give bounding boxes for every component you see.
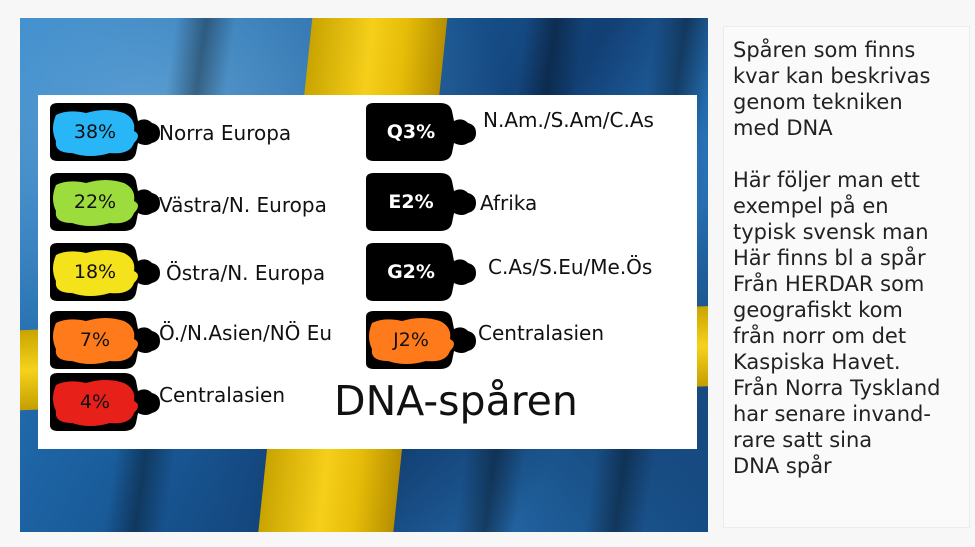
bottle-percent: 22% [73, 191, 117, 213]
dna-panel: 38% Norra Europa 22% Västra/N. Europa 18… [38, 95, 697, 449]
paint-splash [53, 318, 138, 364]
bottle-silhouette [366, 173, 476, 231]
region-label: N.Am./S.Am/C.As [483, 108, 654, 132]
bottle-left-3: 18% [46, 241, 164, 303]
panel-title: DNA-spåren [334, 377, 578, 425]
side-text-box: Spåren som finns kvar kan beskrivas geno… [723, 26, 970, 528]
bottle-percent: J2% [393, 329, 429, 351]
paint-splash [53, 380, 138, 426]
bottle-percent: Q3% [386, 121, 436, 143]
bottle-right-2: E2% [362, 171, 480, 233]
region-label: C.As/S.Eu/Me.Ös [488, 255, 653, 279]
bottle-icon [50, 373, 160, 431]
bottle-icon [50, 103, 160, 161]
bottle-left-2: 22% [46, 171, 164, 233]
bottle-percent: E2% [388, 191, 434, 213]
paint-splash [369, 318, 454, 364]
bottle-right-3: G2% [362, 241, 480, 303]
bottle-percent: 38% [73, 121, 117, 143]
bottle-percent: 7% [79, 329, 111, 351]
bottle-right-1: Q3% [362, 101, 480, 163]
bottle-icon [366, 103, 476, 161]
region-label: Centralasien [478, 321, 605, 345]
bottle-percent: G2% [387, 261, 435, 283]
bottle-icon [50, 173, 160, 231]
bottle-left-1: 38% [46, 101, 164, 163]
bottle-icon [50, 243, 160, 301]
bottle-icon [366, 173, 476, 231]
bottle-percent: 18% [73, 261, 117, 283]
region-label: Ö./N.Asien/NÖ Eu [159, 321, 333, 345]
region-label: Norra Europa [159, 121, 292, 145]
bottle-silhouette [366, 103, 476, 161]
region-label: Västra/N. Europa [159, 193, 327, 217]
bottle-silhouette [366, 243, 476, 301]
bottle-icon [366, 311, 476, 369]
side-paragraph-1: Spåren som finns kvar kan beskrivas geno… [733, 38, 931, 140]
region-label: Afrika [480, 191, 538, 215]
bottle-percent: 4% [79, 391, 111, 413]
paint-splash [53, 180, 138, 226]
bottle-right-4: J2% [362, 309, 480, 371]
bottle-left-5: 4% [46, 371, 164, 433]
region-label: Östra/N. Europa [166, 261, 326, 285]
region-label: Centralasien [159, 383, 286, 407]
bottle-icon [50, 311, 160, 369]
paint-splash [53, 250, 138, 296]
bottle-left-4: 7% [46, 309, 164, 371]
paint-splash [53, 110, 138, 156]
bottle-icon [366, 243, 476, 301]
side-paragraph-2: Här följer man ett exempel på en typisk … [733, 168, 941, 478]
